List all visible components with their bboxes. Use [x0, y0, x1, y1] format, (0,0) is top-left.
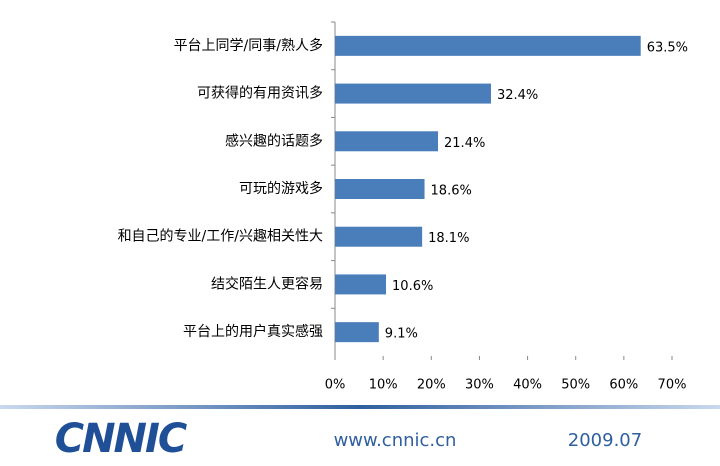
y-tick-label: 和自己的专业/工作/兴趣相关性大 [118, 229, 323, 245]
x-tick-label: 70% [658, 378, 687, 393]
value-label: 10.6% [392, 279, 433, 294]
value-label: 18.1% [428, 231, 469, 246]
bar [335, 226, 423, 247]
value-label: 63.5% [647, 40, 688, 55]
footer-date: 2009.07 [568, 430, 642, 451]
value-label: 18.6% [431, 184, 472, 199]
bar [335, 322, 379, 343]
bar [335, 83, 491, 104]
x-tick-label: 60% [609, 378, 638, 393]
value-label: 32.4% [497, 88, 538, 103]
x-tick-label: 30% [465, 378, 494, 393]
y-tick-label: 可获得的有用资讯多 [197, 85, 323, 102]
bar [335, 179, 425, 199]
footer-logo: CNNIC [55, 416, 187, 462]
x-tick-label: 50% [561, 378, 590, 393]
bar [335, 131, 439, 152]
footer-url: www.cnnic.cn [334, 430, 457, 451]
bar [335, 274, 387, 295]
x-tick-label: 20% [417, 378, 446, 393]
y-tick-label: 平台上同学/同事/熟人多 [174, 37, 323, 54]
y-tick-label: 感兴趣的话题多 [225, 132, 323, 149]
x-tick-label: 10% [369, 378, 398, 393]
y-tick-label: 平台上的用户真实感强 [183, 323, 323, 340]
footer-rule [0, 405, 720, 409]
value-label: 9.1% [385, 327, 418, 342]
bar [335, 35, 641, 56]
value-label: 21.4% [444, 136, 485, 151]
y-tick-label: 可玩的游戏多 [239, 180, 323, 197]
y-tick-label: 结交陌生人更容易 [211, 275, 323, 292]
x-tick-label: 40% [513, 378, 542, 393]
x-tick-label: 0% [325, 378, 346, 393]
